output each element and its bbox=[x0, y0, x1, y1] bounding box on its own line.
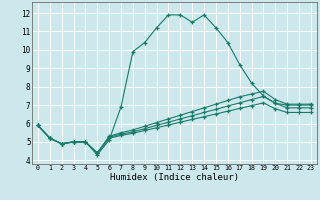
X-axis label: Humidex (Indice chaleur): Humidex (Indice chaleur) bbox=[110, 173, 239, 182]
